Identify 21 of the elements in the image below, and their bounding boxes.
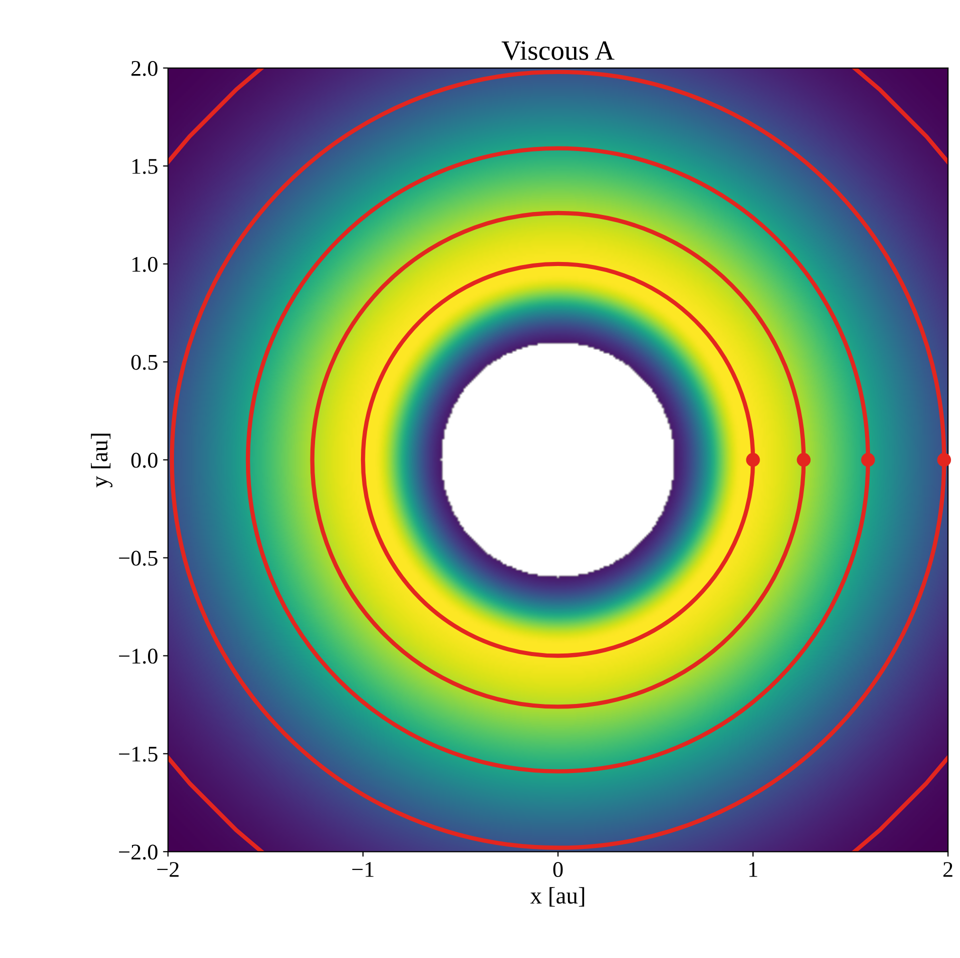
x-tick-label: −1 — [352, 862, 374, 877]
line-series — [168, 756, 264, 852]
y-axis-title: y [au] — [90, 434, 112, 488]
line-series — [168, 68, 264, 164]
x-tick-label: 2 — [943, 862, 952, 877]
y-tick-label: 1.5 — [132, 159, 158, 174]
line-series — [852, 68, 948, 164]
y-tick-label: 0.5 — [131, 354, 158, 370]
chart-title: Viscous A — [502, 41, 614, 60]
y-tick-label: −2.0 — [119, 844, 158, 860]
y-tick-label: −1.0 — [119, 648, 158, 664]
y-tick-label: −0.5 — [119, 550, 158, 566]
y-tick-label: 1.0 — [132, 256, 158, 272]
x-tick-label: 0 — [553, 862, 563, 878]
y-tick-label: −1.5 — [119, 746, 158, 762]
x-tick-label: 1 — [749, 862, 758, 877]
x-axis-title: x [au] — [530, 887, 584, 907]
y-tick-label: 2.0 — [131, 60, 158, 76]
line-series — [852, 756, 948, 852]
y-tick-label: 0.0 — [131, 452, 158, 468]
x-tick-label: −2 — [157, 862, 179, 877]
